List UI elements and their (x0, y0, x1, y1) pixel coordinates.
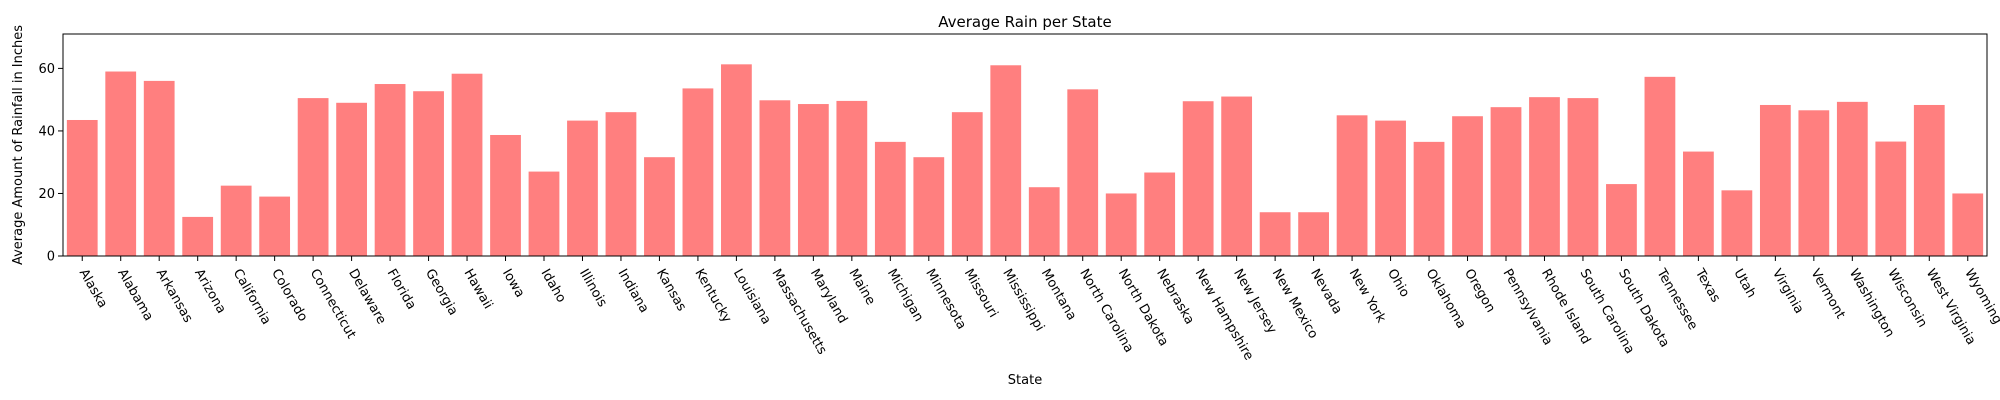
bar-massachusetts (759, 100, 791, 256)
bar-maryland (797, 104, 829, 256)
x-axis-label: State (1008, 373, 1042, 388)
x-tick-label: Delaware (345, 267, 389, 328)
bar-new-york (1336, 115, 1368, 256)
bar-louisiana (721, 64, 752, 256)
bar-wyoming (1952, 193, 1984, 256)
x-tick-label: Kentucky (691, 267, 734, 326)
y-tick-label: 0 (47, 250, 55, 265)
y-tick-label: 60 (38, 62, 55, 77)
bar-idaho (528, 171, 560, 256)
bar-delaware (336, 102, 367, 256)
x-tick-label: Idaho (538, 267, 569, 306)
y-tick-label: 40 (38, 124, 55, 139)
bar-maine (836, 100, 868, 256)
x-tick-label: Florida (384, 267, 419, 313)
bar-virginia (1759, 104, 1791, 256)
x-tick-label: Montana (1038, 267, 1079, 324)
x-tick-label: California (230, 267, 274, 328)
bar-arizona (182, 216, 214, 256)
bar-indiana (605, 112, 637, 256)
y-axis: 0 20 40 60 (38, 62, 63, 265)
bars-group (66, 64, 1984, 257)
bar-california (220, 185, 252, 256)
x-tick-label: Minnesota (922, 267, 969, 333)
x-tick-label: Louisiana (730, 267, 774, 328)
x-tick-label: Wyoming (1961, 267, 2000, 327)
bar-mississippi (990, 65, 1022, 257)
bar-kansas (644, 157, 675, 256)
bar-north-dakota (1105, 193, 1137, 256)
x-tick-label: Iowa (499, 267, 527, 301)
bar-ohio (1375, 120, 1406, 256)
bar-connecticut (297, 98, 329, 256)
bar-new-hampshire (1182, 101, 1214, 256)
x-tick-label: Utah (1730, 267, 1758, 301)
y-tick-label: 20 (38, 187, 55, 202)
bar-pennsylvania (1490, 107, 1522, 256)
x-tick-label: Ohio (1384, 267, 1412, 301)
bar-illinois (567, 120, 598, 256)
x-tick-label: Maine (845, 267, 878, 308)
bar-nebraska (1144, 172, 1176, 256)
bar-georgia (413, 91, 444, 256)
x-tick-label: Alaska (76, 267, 110, 311)
bar-iowa (490, 134, 521, 256)
x-tick-label: Kansas (653, 267, 689, 315)
x-tick-label: Oregon (1461, 267, 1498, 316)
bar-north-carolina (1067, 89, 1099, 256)
bar-south-dakota (1606, 184, 1637, 256)
bar-south-carolina (1567, 98, 1599, 256)
bar-alabama (105, 71, 137, 257)
x-tick-label: Virginia (1769, 267, 1807, 317)
x-tick-label: Vermont (1807, 267, 1847, 322)
bar-nevada (1298, 212, 1329, 256)
x-tick-label: Texas (1691, 266, 1723, 306)
x-tick-label: New York (1346, 267, 1389, 326)
bar-colorado (259, 196, 291, 256)
x-tick-label: Nevada (1307, 267, 1345, 317)
bar-new-mexico (1259, 212, 1291, 256)
x-tick-label: Nebraska (1153, 267, 1197, 328)
bar-utah (1721, 190, 1753, 256)
bar-kentucky (682, 88, 714, 256)
bar-oregon (1452, 116, 1483, 256)
bar-tennessee (1644, 76, 1676, 256)
bar-washington (1836, 101, 1868, 256)
bar-florida (374, 84, 406, 256)
bar-alaska (66, 119, 98, 257)
x-tick-label: Illinois (576, 267, 610, 310)
bar-oklahoma (1413, 141, 1445, 256)
bar-new-jersey (1221, 96, 1253, 256)
x-tick-label: Indiana (614, 267, 651, 316)
chart-title: Average Rain per State (938, 13, 1111, 31)
x-tick-label: Oklahoma (1423, 267, 1469, 332)
x-tick-label: Georgia (422, 267, 460, 319)
bar-wisconsin (1875, 141, 1907, 256)
x-tick-label: Colorado (268, 267, 310, 325)
bar-arkansas (143, 80, 175, 257)
plot-frame (62, 33, 1988, 257)
x-tick-label: Arkansas (153, 267, 196, 326)
y-axis-label: Average Amount of Rainfall in Inches (11, 25, 26, 265)
bar-hawaii (451, 73, 483, 257)
bar-minnesota (913, 157, 945, 256)
x-tick-label: Michigan (884, 267, 926, 325)
x-tick-label: Alabama (114, 267, 156, 324)
bar-texas (1683, 151, 1714, 256)
bar-montana (1028, 187, 1060, 256)
x-tick-label: Maryland (807, 267, 850, 327)
bar-rhode-island (1529, 97, 1560, 256)
bar-michigan (874, 141, 906, 256)
bar-missouri (951, 112, 983, 256)
bar-west-virginia (1913, 104, 1945, 256)
x-tick-label: Hawaii (461, 267, 496, 312)
bar-vermont (1798, 110, 1830, 256)
x-tick-label: Missouri (961, 267, 1001, 321)
x-tick-label: Arizona (191, 267, 228, 317)
